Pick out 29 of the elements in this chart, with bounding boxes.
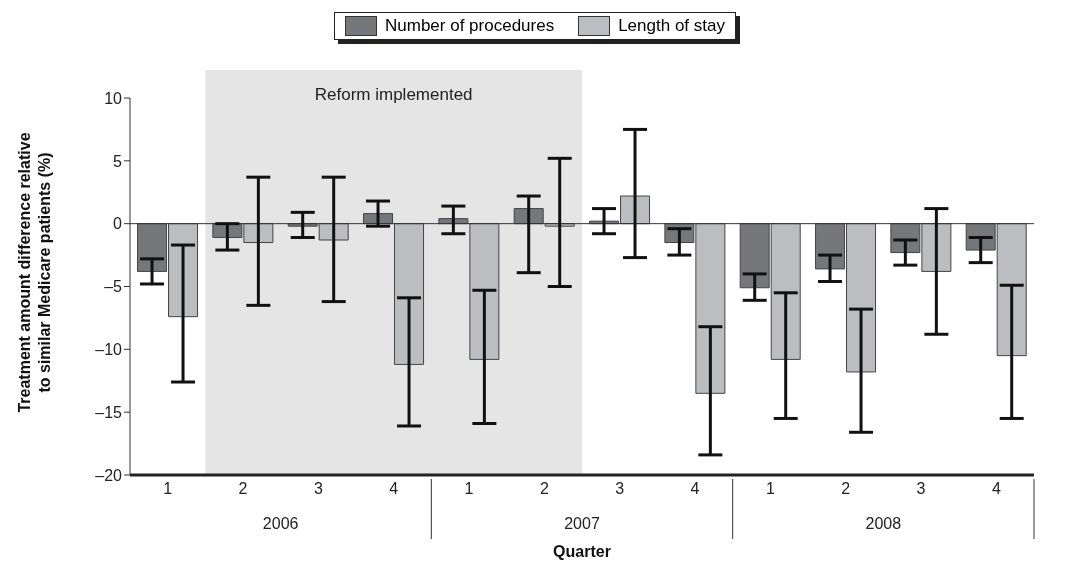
x-tick-label: 1 xyxy=(163,480,173,498)
text: 2006 xyxy=(262,515,299,532)
x-tick-label: 1 xyxy=(464,480,474,498)
x-tick-label: 4 xyxy=(389,480,399,498)
legend-label: Length of stay xyxy=(617,16,725,36)
y-axis-title: Treatment amount difference relative to similar Medicare patients (%) xyxy=(16,132,53,413)
x-tick-label: 2 xyxy=(841,480,851,498)
x-axis-title: Quarter xyxy=(553,543,611,560)
x-tick-label: 2 xyxy=(539,480,549,498)
text: 2008 xyxy=(865,515,902,532)
text: 2007 xyxy=(564,515,600,532)
y-tick-label: 0 xyxy=(113,215,123,233)
annotation: Reform implemented xyxy=(314,85,473,104)
legend-label: Number of procedures xyxy=(384,16,555,36)
x-tick-label: 3 xyxy=(615,480,625,498)
y-tick-label: –15 xyxy=(95,403,123,421)
y-tick-label: –10 xyxy=(95,341,123,359)
y-tick-label: 10 xyxy=(104,89,123,107)
x-tick-label: 3 xyxy=(313,480,323,498)
bar xyxy=(469,223,500,360)
y-tick-label: 5 xyxy=(113,152,123,170)
x-tick-label: 3 xyxy=(916,480,926,498)
x-tick-label: 2 xyxy=(238,480,248,498)
x-tick-label: 4 xyxy=(991,480,1001,498)
bar xyxy=(394,223,425,365)
x-tick-label: 4 xyxy=(690,480,700,498)
y-tick-label: –20 xyxy=(95,466,123,484)
y-tick-label: –5 xyxy=(104,278,123,296)
x-tick-label: 1 xyxy=(765,480,775,498)
